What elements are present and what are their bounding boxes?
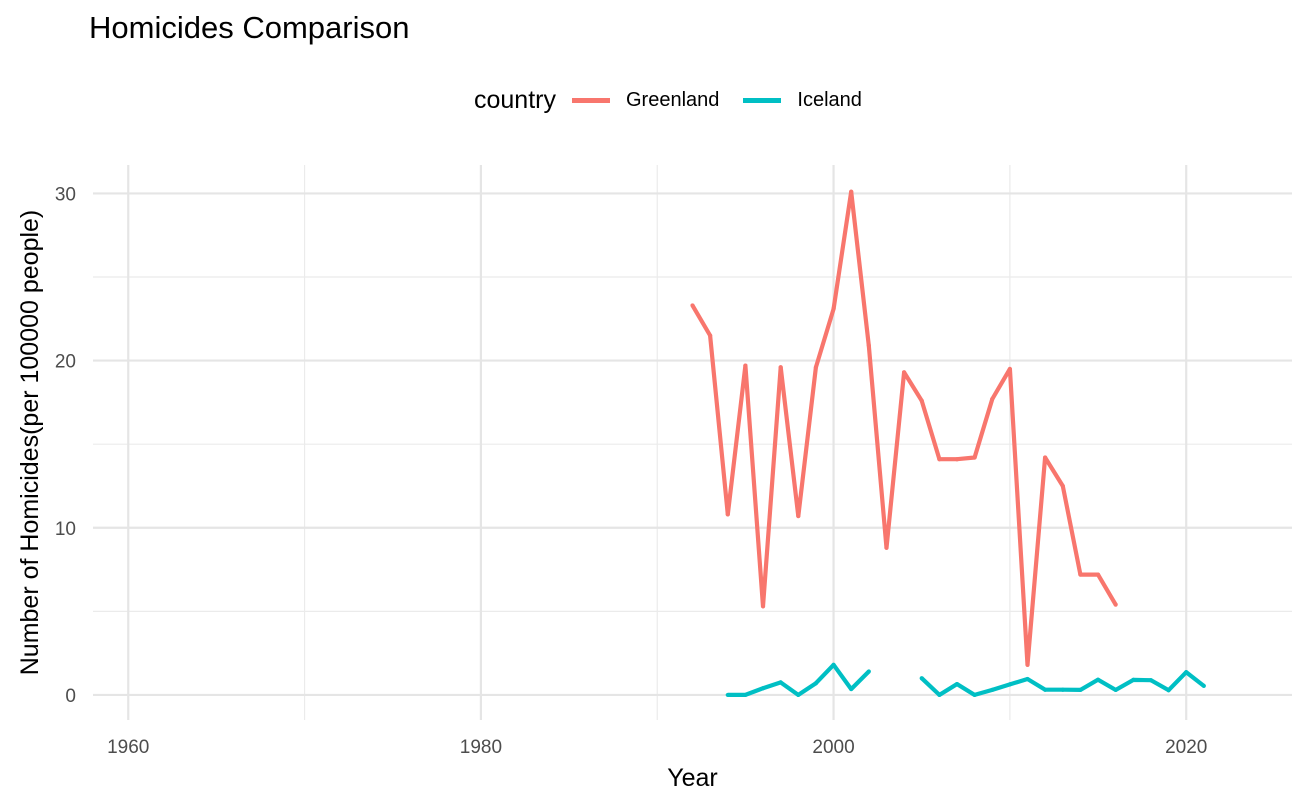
data-point-iceland [760, 686, 766, 691]
data-point-greenland [1043, 455, 1048, 460]
data-point-iceland [1095, 677, 1101, 682]
data-point-greenland [1095, 572, 1101, 577]
data-point-greenland [760, 604, 766, 609]
data-point-greenland [901, 370, 907, 375]
x-tick-label: 2020 [1165, 737, 1207, 758]
legend-item-greenland: Greenland [571, 88, 720, 112]
data-point-iceland [796, 692, 801, 698]
data-point-greenland [1007, 366, 1012, 372]
data-point-iceland [743, 692, 748, 698]
data-point-iceland [1201, 683, 1206, 688]
data-point-iceland [849, 686, 854, 692]
data-point-greenland [778, 365, 783, 370]
data-point-greenland [831, 306, 836, 311]
data-point-greenland [954, 457, 960, 462]
data-point-greenland [990, 396, 995, 402]
y-tick-label: 30 [55, 184, 76, 205]
data-point-iceland [866, 669, 871, 674]
y-tick-label: 10 [55, 519, 76, 540]
data-point-greenland [1113, 602, 1118, 607]
data-point-iceland [1007, 682, 1012, 687]
legend-item-iceland: Iceland [743, 89, 862, 112]
legend-title: country [474, 85, 556, 114]
data-point-iceland [778, 680, 783, 685]
data-point-iceland [1166, 688, 1171, 693]
data-point-iceland [1184, 670, 1189, 675]
data-point-iceland [919, 676, 924, 681]
data-point-iceland [1043, 687, 1048, 692]
data-point-iceland [990, 687, 995, 693]
x-tick-label: 1960 [107, 737, 149, 758]
legend: country Greenland Iceland [474, 84, 886, 116]
data-point-greenland [866, 343, 871, 348]
data-point-greenland [1025, 662, 1030, 667]
data-point-iceland [1060, 687, 1065, 692]
y-axis-title: Number of Homicides(per 100000 people) [16, 210, 44, 676]
data-point-greenland [1060, 483, 1065, 489]
data-point-greenland [813, 365, 819, 370]
data-point-greenland [937, 457, 942, 462]
x-axis-title: Year [667, 764, 718, 792]
data-point-iceland [972, 692, 977, 698]
data-point-greenland [884, 545, 889, 550]
data-point-iceland [937, 692, 942, 698]
legend-label-iceland: Iceland [797, 88, 862, 111]
data-point-iceland [1113, 687, 1118, 693]
series-line-greenland [690, 189, 1118, 667]
legend-key-iceland [743, 97, 782, 103]
data-point-iceland [954, 681, 960, 687]
data-point-iceland [813, 681, 819, 686]
x-tick-label: 1980 [460, 737, 502, 758]
x-tick-label: 2000 [812, 737, 854, 758]
data-point-greenland [1078, 572, 1083, 577]
chart-title: Homicides Comparison [89, 10, 410, 45]
data-point-greenland [725, 512, 730, 517]
data-point-iceland [1148, 678, 1154, 683]
data-point-greenland [972, 455, 977, 460]
data-point-greenland [743, 363, 748, 368]
y-tick-label: 0 [65, 686, 76, 707]
data-point-iceland [1078, 687, 1083, 693]
data-point-greenland [919, 398, 924, 403]
data-point-iceland [1025, 676, 1030, 682]
data-point-iceland [831, 662, 836, 667]
legend-label-greenland: Greenland [625, 88, 720, 111]
data-point-greenland [708, 333, 713, 338]
data-point-greenland [690, 303, 695, 308]
data-point-greenland [849, 189, 854, 194]
data-point-iceland [725, 692, 730, 698]
legend-key-greenland [571, 97, 610, 103]
y-tick-label: 20 [55, 352, 76, 373]
data-point-iceland [1131, 677, 1136, 682]
data-point-greenland [796, 513, 801, 519]
